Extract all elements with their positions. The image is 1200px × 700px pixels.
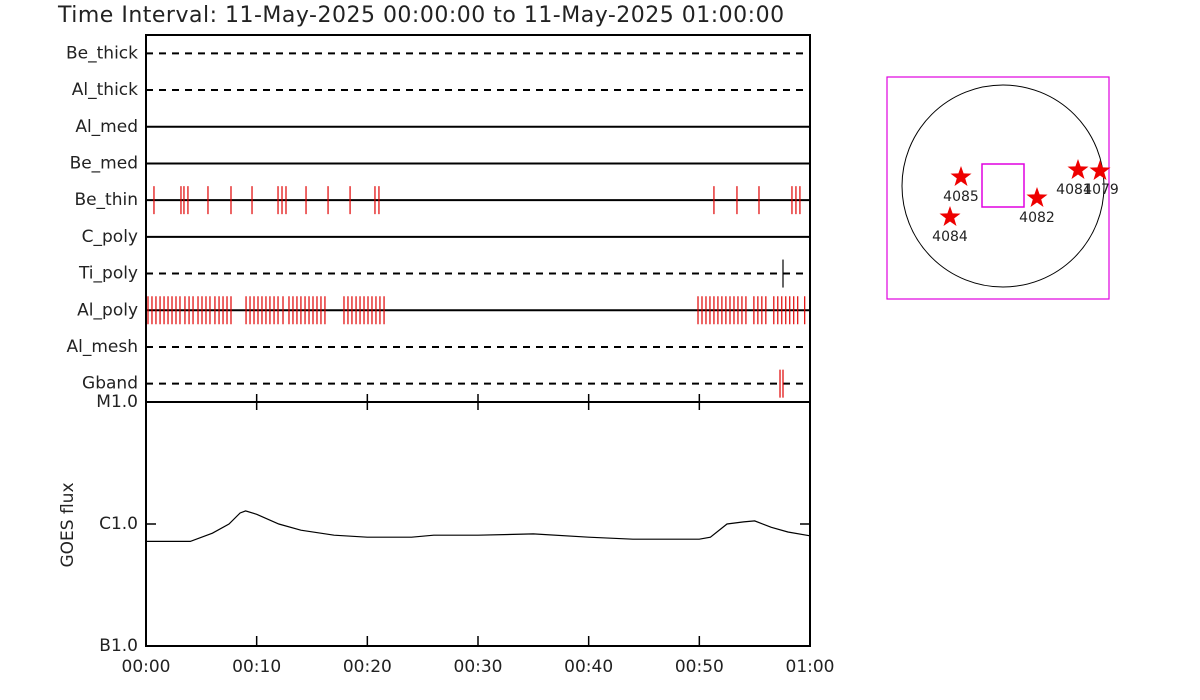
region-label: 4082 <box>1019 210 1055 226</box>
sun-map: 4085 4084 4082 4081 4079 <box>886 76 1119 300</box>
filter-label: Be_thin <box>74 190 138 210</box>
field-of-view <box>981 163 1025 208</box>
y-axis-label: GOES flux <box>58 482 78 567</box>
filter-label: Ti_poly <box>78 264 138 284</box>
region-label: 4079 <box>1083 182 1119 198</box>
filter-label: Be_thick <box>66 43 138 63</box>
x-tick-label: 00:30 <box>454 657 503 677</box>
filter-label: Be_med <box>70 153 138 173</box>
title: Time Interval: 11-May-2025 00:00:00 to 1… <box>57 3 785 28</box>
filter-label: Al_med <box>75 117 138 137</box>
y-tick-label: M1.0 <box>96 392 138 412</box>
x-tick-label: 00:00 <box>122 657 171 677</box>
y-tick-label: B1.0 <box>99 636 138 656</box>
x-tick-label: 00:10 <box>232 657 281 677</box>
region-label: 4084 <box>932 229 968 245</box>
y-tick-label: C1.0 <box>99 514 138 534</box>
x-tick-label: 00:20 <box>343 657 392 677</box>
filter-label: Al_mesh <box>66 337 138 357</box>
map-frame <box>886 76 1110 300</box>
filter-label: Gband <box>82 374 138 394</box>
filter-label: Al_thick <box>72 80 138 100</box>
x-tick-label: 00:50 <box>675 657 724 677</box>
panel-frame <box>145 401 811 647</box>
filter-label: Al_poly <box>77 300 138 320</box>
flux-line <box>146 510 811 542</box>
x-tick-label: 00:40 <box>564 657 613 677</box>
x-tick-label: 01:00 <box>786 657 835 677</box>
filter-label: C_poly <box>82 227 138 247</box>
region-label: 4081 <box>1056 182 1092 198</box>
region-label: 4085 <box>943 189 979 205</box>
solar-disk <box>901 84 1105 288</box>
